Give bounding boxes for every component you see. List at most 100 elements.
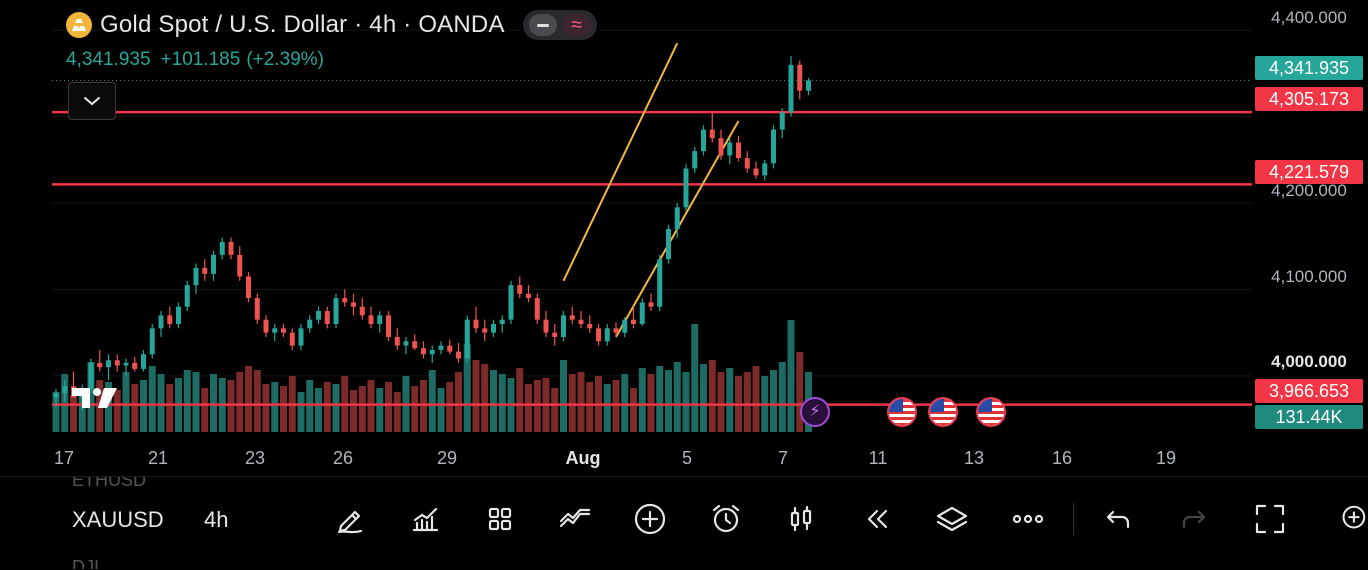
candle	[736, 135, 741, 162]
alert-button[interactable]	[706, 499, 746, 539]
symbol-prev[interactable]: ETHUSD	[72, 477, 147, 490]
candle	[88, 358, 94, 394]
candle	[508, 280, 514, 324]
bottom-toolbar: ETHUSD XAUUSD 4h DJI	[0, 476, 1368, 570]
volume-bar	[271, 382, 279, 432]
candle	[622, 317, 628, 337]
candle-body	[657, 259, 663, 307]
candle	[281, 324, 286, 337]
volume-bar	[691, 324, 699, 432]
date-label: 7	[777, 448, 789, 468]
chart-mode-toggle[interactable]: ≈	[522, 10, 597, 40]
add-button[interactable]	[630, 499, 670, 539]
chart-area[interactable]: Gold Spot / U.S. Dollar · 4h · OANDA ≈ 4…	[0, 0, 1368, 468]
candle	[219, 237, 225, 260]
alarm-clock-icon	[712, 504, 740, 533]
layouts-button[interactable]	[480, 499, 520, 539]
candle-body	[736, 142, 741, 159]
candle-body	[456, 351, 461, 359]
us-flag-event-icon[interactable]	[887, 397, 917, 427]
indicators-button[interactable]	[405, 499, 445, 539]
zoom-button[interactable]	[1336, 499, 1368, 539]
volume-bar	[787, 320, 795, 432]
candle	[482, 319, 488, 342]
magnifier-plus-icon	[1342, 505, 1366, 529]
indicators-icon	[412, 507, 439, 532]
candle	[788, 56, 794, 117]
us-flag-event-icon[interactable]	[976, 397, 1006, 427]
symbol-next[interactable]: DJI	[72, 557, 99, 569]
candle	[709, 112, 715, 143]
chevron-down-icon	[84, 97, 100, 106]
candle-body	[106, 360, 111, 368]
volume-bar	[157, 374, 165, 432]
candle-body	[709, 129, 715, 139]
undo-button[interactable]	[1098, 499, 1138, 539]
draw-tool-button[interactable]	[330, 499, 370, 539]
last-price: 4,341.935	[66, 49, 151, 70]
candle	[604, 324, 610, 346]
layers-button[interactable]	[932, 499, 972, 539]
volume-bar	[498, 374, 506, 432]
plus-circle-icon	[634, 503, 666, 535]
volume-bar	[656, 366, 664, 432]
channel-line[interactable]	[562, 42, 679, 282]
candle-body	[797, 64, 803, 91]
redo-button[interactable]	[1174, 499, 1214, 539]
volume-bar	[122, 372, 130, 432]
candle-body	[447, 345, 453, 352]
wave-icon[interactable]: ≈	[562, 14, 591, 36]
quote-line: 4,341.935 +101.185 (+2.39%)	[66, 49, 324, 71]
symbol-title[interactable]: Gold Spot / U.S. Dollar · 4h · OANDA	[100, 11, 505, 38]
candle-body	[499, 319, 505, 324]
volume-bar	[306, 380, 314, 432]
candle	[561, 311, 566, 342]
candle	[368, 306, 374, 329]
candle-body	[359, 306, 365, 316]
volume-bar	[323, 382, 331, 432]
candle	[359, 298, 365, 320]
candle-body	[718, 138, 724, 156]
candle-body	[561, 315, 566, 337]
candle	[517, 276, 523, 299]
candles-icon	[790, 505, 812, 532]
replay-button[interactable]	[857, 499, 897, 539]
candle-body	[779, 112, 785, 130]
volume-bar	[61, 374, 69, 432]
lightning-event-icon[interactable]: ⚡	[800, 397, 830, 427]
volume-bar	[52, 392, 60, 432]
us-flag-event-icon[interactable]	[928, 397, 958, 427]
candle	[744, 151, 750, 173]
volume-bar	[463, 344, 471, 432]
candle-body	[596, 328, 601, 342]
hline-tag-4221[interactable]: 4,221.579	[1255, 160, 1363, 184]
date-label: 26	[332, 448, 354, 468]
volume-bar	[665, 370, 672, 432]
price-chart[interactable]	[0, 0, 1368, 440]
hline-tag-3966[interactable]: 3,966.653	[1255, 379, 1363, 403]
volume-bar	[428, 370, 436, 432]
candle-body	[167, 315, 173, 324]
candle-body	[307, 319, 313, 329]
candle-body	[97, 362, 103, 368]
candle	[491, 319, 496, 337]
more-button[interactable]	[1008, 499, 1048, 539]
symbol-selector[interactable]: XAUUSD	[72, 507, 164, 532]
compare-button[interactable]	[555, 499, 595, 539]
hline-tag-4305[interactable]: 4,305.173	[1255, 87, 1363, 111]
minus-icon[interactable]	[528, 14, 557, 36]
volume-bar	[525, 384, 532, 432]
candle-body	[534, 298, 540, 320]
collapse-legend-button[interactable]	[68, 82, 116, 120]
candle	[149, 324, 155, 359]
candle-body	[289, 332, 295, 346]
candle-body	[771, 129, 776, 164]
interval-selector[interactable]: 4h	[204, 507, 229, 532]
chart-type-button[interactable]	[781, 499, 821, 539]
candle-body	[622, 319, 628, 333]
candle	[289, 328, 295, 350]
candle	[167, 306, 173, 329]
volume-bar	[568, 374, 576, 432]
candle-body	[219, 241, 225, 255]
fullscreen-button[interactable]	[1250, 499, 1290, 539]
